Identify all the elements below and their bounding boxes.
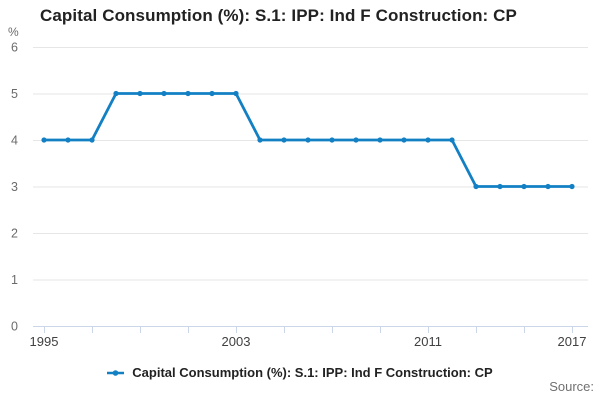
x-axis-tick-label: 1995 [30, 334, 59, 349]
data-point[interactable] [449, 137, 455, 143]
data-point[interactable] [353, 137, 359, 143]
data-point[interactable] [161, 90, 167, 97]
y-axis-tick-label: 1 [11, 273, 18, 287]
data-point[interactable] [305, 137, 311, 143]
data-point[interactable] [113, 90, 119, 97]
data-point[interactable] [41, 137, 47, 143]
y-axis-unit-label: % [8, 25, 19, 39]
data-point[interactable] [65, 137, 71, 143]
data-point[interactable] [425, 137, 431, 143]
y-axis-tick-label: 5 [11, 87, 18, 101]
legend-label: Capital Consumption (%): S.1: IPP: Ind F… [132, 365, 493, 380]
data-point[interactable] [377, 137, 383, 143]
y-axis-tick-label: 4 [11, 134, 18, 148]
data-point[interactable] [401, 137, 407, 143]
data-point[interactable] [497, 183, 503, 190]
source-label: Source: [549, 379, 594, 394]
data-point[interactable] [209, 90, 215, 97]
data-point[interactable] [233, 90, 239, 97]
data-point[interactable] [137, 90, 143, 97]
data-point[interactable] [521, 183, 527, 190]
y-axis-tick-label: 6 [11, 41, 18, 55]
data-point[interactable] [545, 183, 551, 190]
y-axis-tick-label: 2 [11, 227, 18, 241]
legend-item[interactable]: Capital Consumption (%): S.1: IPP: Ind F… [0, 365, 600, 380]
data-point[interactable] [329, 137, 335, 143]
data-point[interactable] [185, 90, 191, 97]
data-point[interactable] [257, 137, 263, 143]
x-axis-tick-label: 2003 [222, 334, 251, 349]
data-point[interactable] [281, 137, 287, 143]
y-axis-tick-label: 0 [11, 320, 18, 334]
data-point[interactable] [473, 183, 479, 190]
data-point[interactable] [89, 137, 95, 143]
x-axis-tick-label: 2011 [414, 334, 442, 349]
data-point[interactable] [569, 183, 575, 190]
legend-marker-icon [107, 369, 125, 376]
x-axis-tick-label: 2017 [558, 334, 587, 349]
y-axis-tick-label: 3 [11, 180, 18, 194]
chart-title: Capital Consumption (%): S.1: IPP: Ind F… [40, 6, 517, 25]
